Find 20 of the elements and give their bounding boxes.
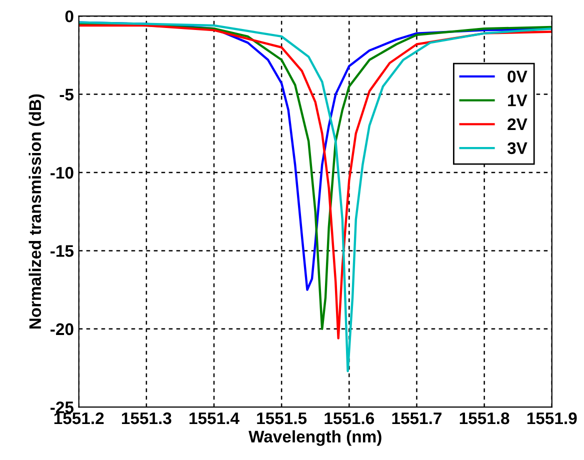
y-tick-label: 0 — [65, 10, 74, 22]
x-tick-label: 1551.2 — [54, 412, 104, 424]
y-tick-label: -20 — [50, 323, 74, 336]
legend-label: 0V — [508, 70, 528, 82]
legend-label: 2V — [508, 118, 528, 130]
y-tick-label: -10 — [50, 166, 74, 179]
x-tick-label: 1551.4 — [190, 412, 240, 424]
x-tick-label: 1551.9 — [527, 412, 577, 424]
x-tick-label: 1551.6 — [324, 412, 374, 424]
y-tick-label: -15 — [50, 245, 74, 257]
x-tick-label: 1551.8 — [460, 412, 510, 424]
x-tick-label: 1551.5 — [257, 412, 307, 424]
x-tick-label: 1551.7 — [392, 412, 442, 424]
y-tick-label: -25 — [50, 402, 74, 414]
x-axis-title: Wavelength (nm) — [248, 430, 382, 446]
x-tick-label: 1551.3 — [122, 412, 172, 424]
legend-label: 3V — [507, 142, 528, 154]
legend-label: 1V — [508, 94, 528, 106]
y-tick-label: -5 — [60, 88, 74, 101]
y-axis-title: Normalized transmission (dB) — [28, 94, 44, 329]
